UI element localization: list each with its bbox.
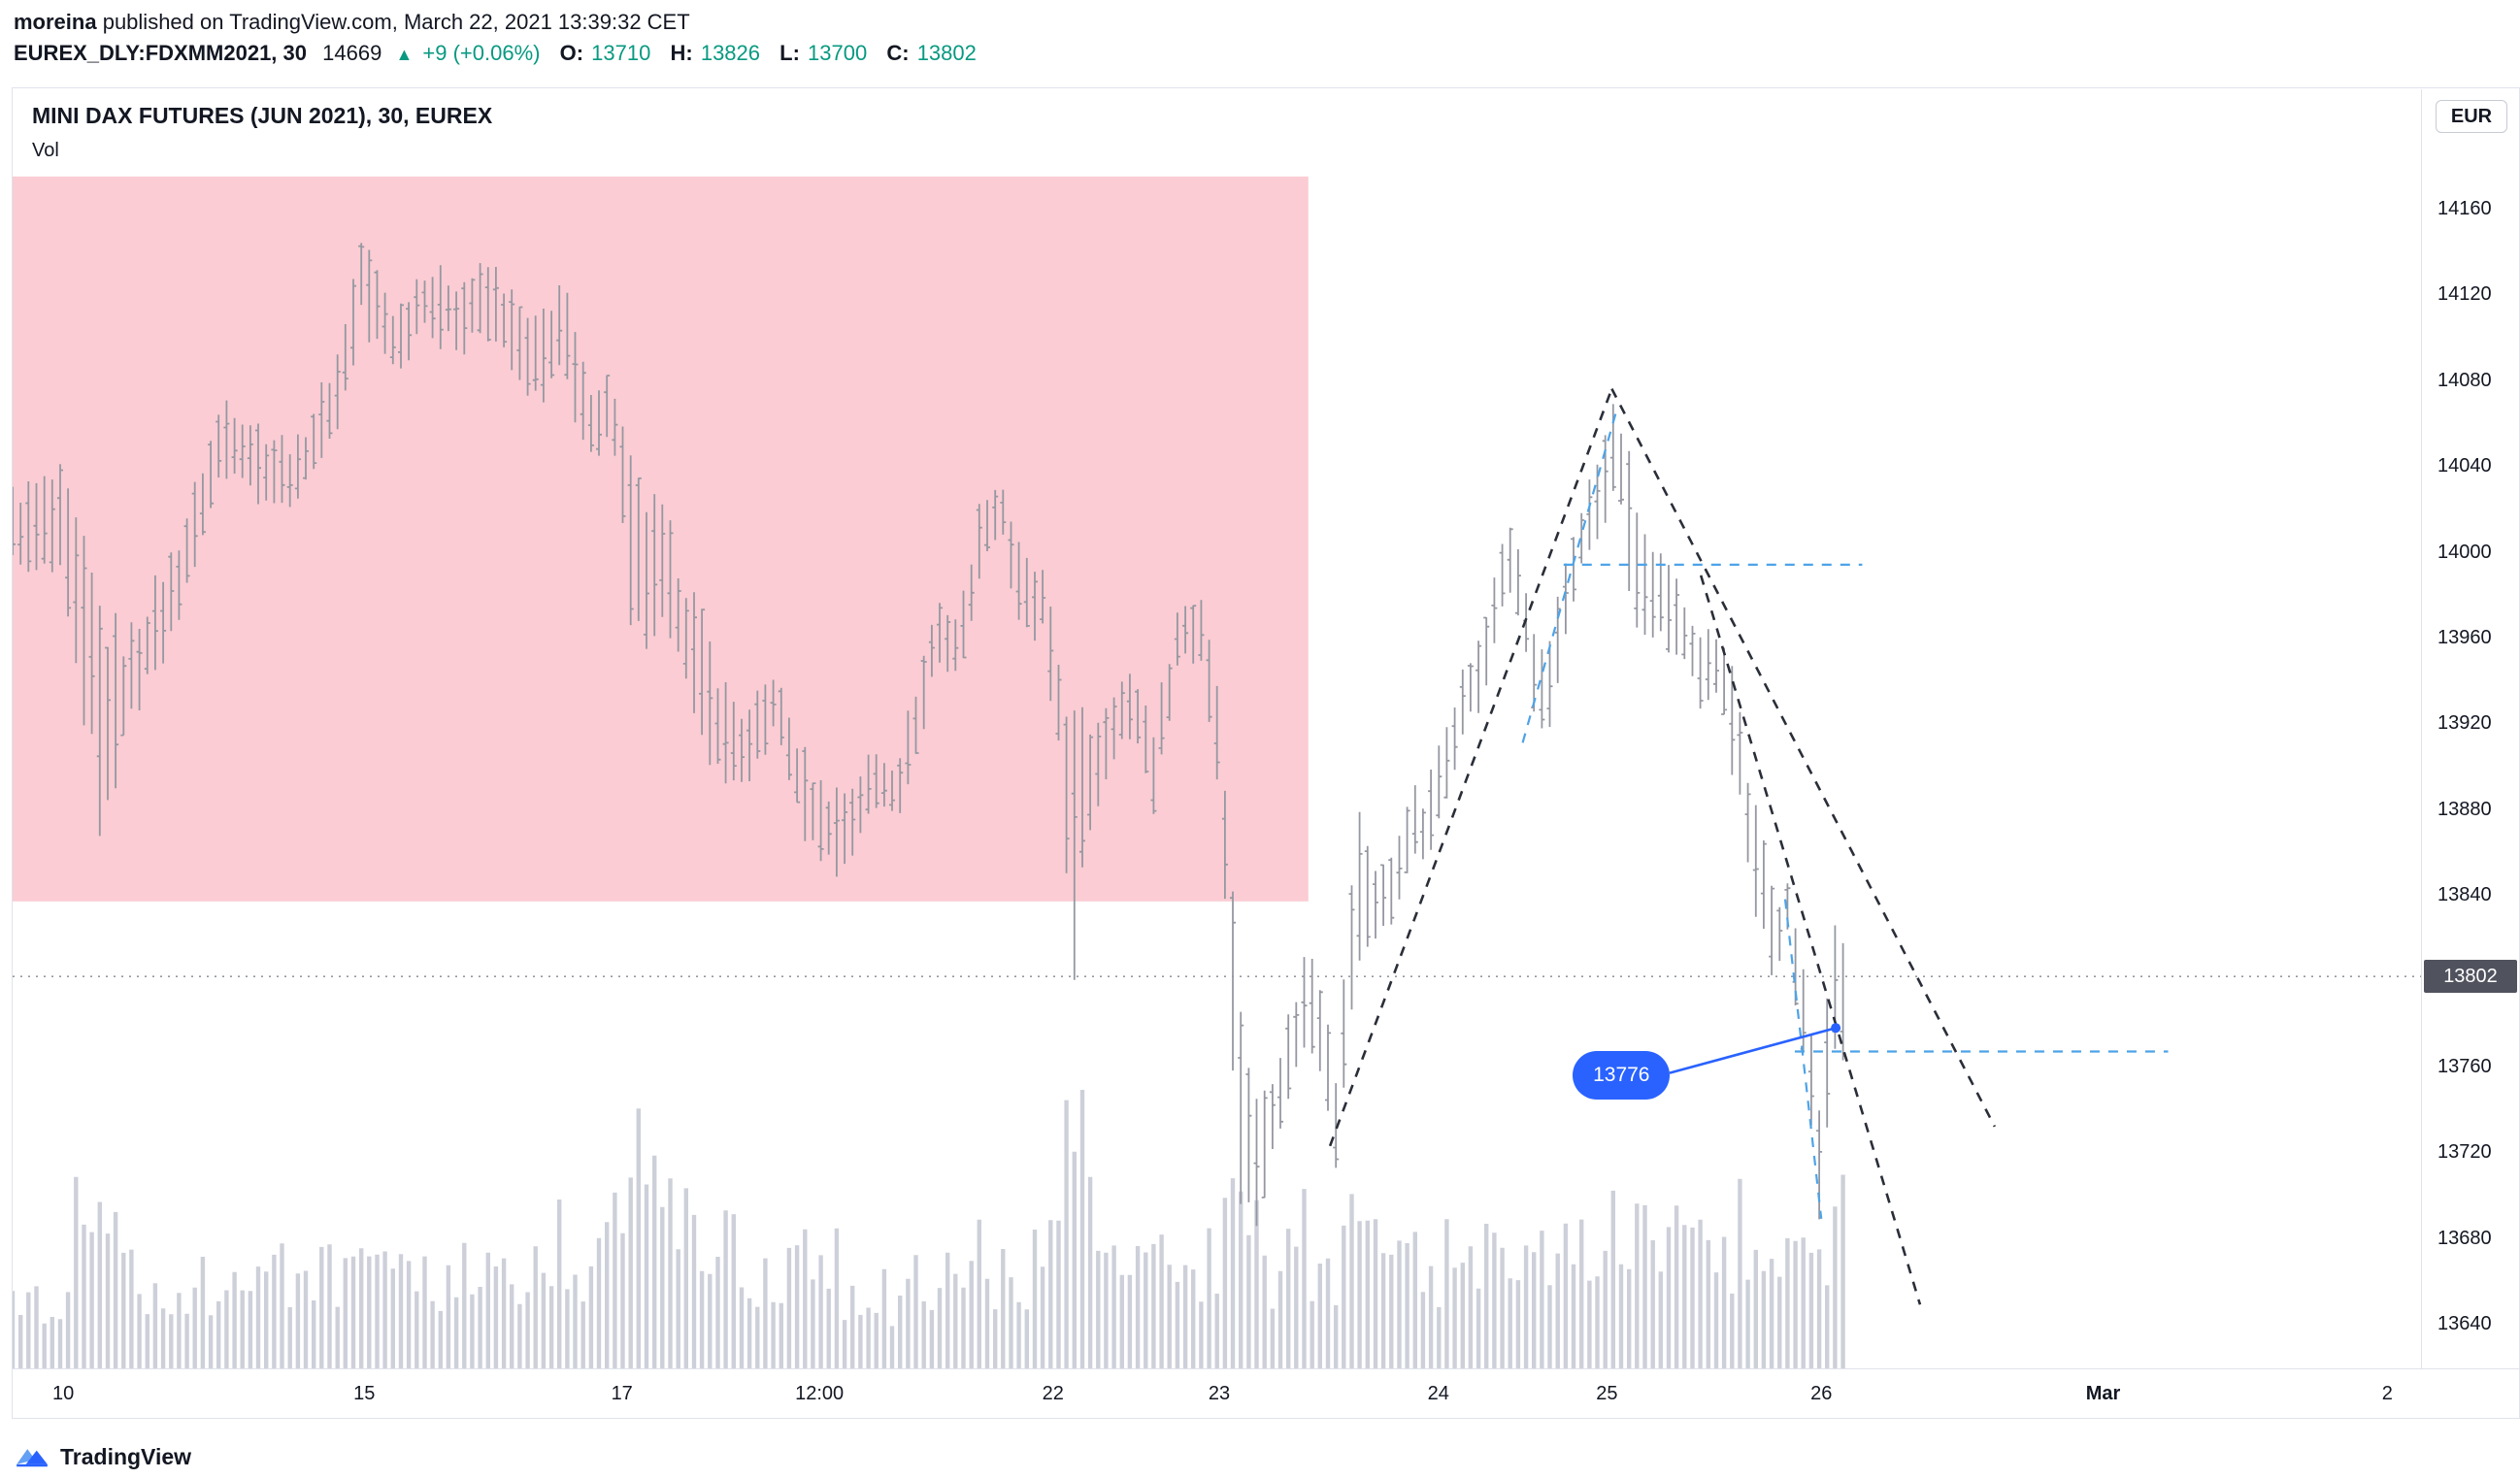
last-value: 14669 xyxy=(322,41,382,65)
tradingview-brand-text: TradingView xyxy=(60,1443,192,1469)
high-value: 13826 xyxy=(700,41,761,65)
publish-line: moreina published on TradingView.com, Ma… xyxy=(14,10,690,35)
chart-title: MINI DAX FUTURES (JUN 2021), 30, EUREX xyxy=(32,103,493,128)
footer-brand[interactable]: TradingView xyxy=(14,1438,191,1475)
chart-canvas[interactable] xyxy=(13,89,2421,1368)
open-value: 13710 xyxy=(591,41,651,65)
time-tick-label: 2 xyxy=(2381,1383,2393,1404)
change-arrow-icon: ▲ xyxy=(395,45,414,64)
price-tick-label: 13720 xyxy=(2437,1141,2492,1164)
symbol-name: EUREX_DLY:FDXMM2021, 30 xyxy=(14,41,307,65)
price-tick-label: 14040 xyxy=(2437,455,2492,477)
time-tick-label: Mar xyxy=(2085,1383,2121,1404)
change-value: +9 (+0.06%) xyxy=(422,41,541,65)
high-label: H: xyxy=(670,41,693,65)
time-tick-label: 22 xyxy=(1042,1383,1064,1404)
time-tick-label: 17 xyxy=(611,1383,633,1404)
time-tick-label: 15 xyxy=(353,1383,376,1404)
close-value: 13802 xyxy=(916,41,977,65)
price-tick-label: 13680 xyxy=(2437,1227,2492,1249)
last-price-label: 13802 xyxy=(2424,960,2517,994)
time-tick-label: 10 xyxy=(51,1383,75,1404)
time-tick-label: 26 xyxy=(1810,1383,1833,1404)
open-label: O: xyxy=(559,41,584,65)
price-tick-label: 13640 xyxy=(2437,1313,2492,1335)
price-tick-label: 13880 xyxy=(2437,798,2492,820)
price-tick-label: 14080 xyxy=(2437,369,2492,391)
price-tick-label: 13840 xyxy=(2437,884,2492,906)
price-callout-pill[interactable]: 13776 xyxy=(1573,1050,1671,1100)
time-tick-label: 24 xyxy=(1427,1383,1449,1404)
price-tick-label: 13920 xyxy=(2437,712,2492,735)
low-label: L: xyxy=(779,41,800,65)
price-tick-label: 14160 xyxy=(2437,198,2492,219)
chart-plot-area[interactable] xyxy=(13,89,2421,1368)
time-tick-label: 23 xyxy=(1208,1383,1231,1404)
time-tick-label: 12:00 xyxy=(795,1383,845,1404)
symbol-quote-bar: EUREX_DLY:FDXMM2021, 30 14669 ▲ +9 (+0.0… xyxy=(14,41,977,66)
price-axis[interactable]: EUR 13802 14160 14120 14080 14040 14000 13960… xyxy=(2421,89,2520,1368)
price-tick-label: 14120 xyxy=(2437,283,2492,306)
currency-button[interactable]: EUR xyxy=(2436,100,2507,133)
tradingview-logo-icon xyxy=(17,1449,48,1467)
price-tick-label: 13960 xyxy=(2437,627,2492,648)
price-tick-label: 14000 xyxy=(2437,541,2492,563)
volume-indicator-label: Vol xyxy=(32,140,59,161)
close-label: C: xyxy=(886,41,910,65)
low-value: 13700 xyxy=(808,41,868,65)
time-axis[interactable]: 10 15 17 12:00 22 23 24 25 26 Mar 2 xyxy=(13,1368,2520,1419)
time-tick-label: 25 xyxy=(1596,1383,1618,1404)
author-name: moreina xyxy=(14,10,97,34)
price-tick-label: 13760 xyxy=(2437,1056,2492,1077)
publish-info: published on TradingView.com, March 22, … xyxy=(96,10,690,34)
